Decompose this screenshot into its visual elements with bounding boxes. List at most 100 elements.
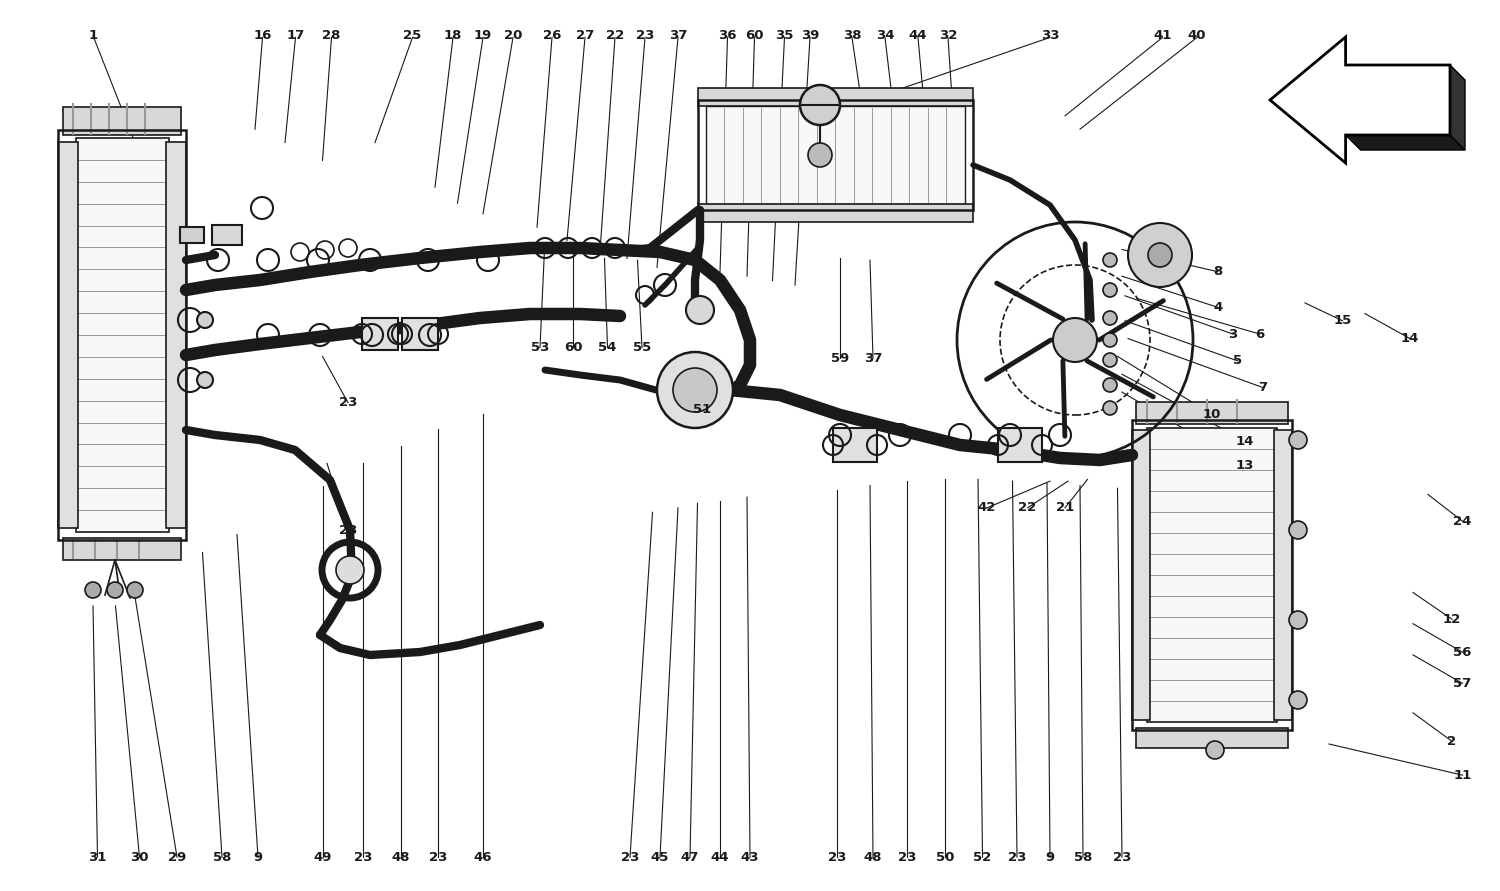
Polygon shape (1450, 65, 1466, 150)
Text: 9: 9 (254, 851, 262, 863)
Text: 27: 27 (576, 29, 594, 42)
Bar (180, 227, 204, 243)
Text: 34: 34 (876, 29, 894, 42)
Text: 10: 10 (1203, 408, 1221, 421)
Text: 30: 30 (130, 851, 148, 863)
Circle shape (686, 296, 714, 324)
Circle shape (106, 582, 123, 598)
Bar (698, 204, 974, 222)
Text: 23: 23 (429, 851, 447, 863)
Text: 28: 28 (322, 29, 340, 42)
Bar (1274, 430, 1292, 720)
Bar (1136, 402, 1288, 424)
Text: 26: 26 (543, 29, 561, 42)
Circle shape (1102, 401, 1118, 415)
Text: 23: 23 (898, 851, 916, 863)
Text: 14: 14 (1236, 435, 1254, 447)
Bar (698, 100, 974, 210)
Text: 17: 17 (286, 29, 304, 42)
Text: 19: 19 (474, 29, 492, 42)
Text: 39: 39 (801, 29, 819, 42)
Text: 23: 23 (1113, 851, 1131, 863)
Text: 60: 60 (746, 29, 764, 42)
Text: 44: 44 (909, 29, 927, 42)
Text: 25: 25 (404, 29, 422, 42)
Bar (63, 538, 182, 560)
Circle shape (808, 143, 832, 167)
Text: 55: 55 (633, 341, 651, 354)
Circle shape (1288, 691, 1306, 709)
Circle shape (336, 556, 364, 584)
Text: 23: 23 (621, 851, 639, 863)
Circle shape (1148, 243, 1172, 267)
Circle shape (1102, 283, 1118, 297)
Text: 3: 3 (1228, 328, 1238, 340)
Bar (698, 88, 974, 106)
Bar (166, 142, 186, 528)
Text: 8: 8 (1214, 266, 1222, 278)
Circle shape (1102, 353, 1118, 367)
Text: 33: 33 (1041, 29, 1059, 42)
Text: 20: 20 (504, 29, 522, 42)
Text: 53: 53 (531, 341, 549, 354)
Text: 47: 47 (681, 851, 699, 863)
Text: 41: 41 (1154, 29, 1172, 42)
Text: 38: 38 (843, 29, 861, 42)
Circle shape (1288, 431, 1306, 449)
Text: 51: 51 (693, 404, 711, 416)
Circle shape (1128, 223, 1192, 287)
Text: 23: 23 (636, 29, 654, 42)
Bar (58, 130, 186, 540)
Text: 40: 40 (1188, 29, 1206, 42)
Text: 44: 44 (711, 851, 729, 863)
Text: 18: 18 (444, 29, 462, 42)
Text: 7: 7 (1258, 381, 1268, 394)
Circle shape (196, 372, 213, 388)
Bar (998, 428, 1042, 462)
Polygon shape (1270, 37, 1450, 163)
Bar (63, 107, 182, 135)
Bar (362, 318, 398, 350)
Text: 42: 42 (978, 502, 996, 514)
Text: 46: 46 (474, 851, 492, 863)
Text: 22: 22 (606, 29, 624, 42)
Text: 2: 2 (1448, 735, 1456, 748)
Text: 58: 58 (1074, 851, 1092, 863)
Text: 15: 15 (1334, 315, 1352, 327)
Text: 6: 6 (1256, 328, 1264, 340)
Bar (211, 225, 242, 245)
Text: 23: 23 (339, 396, 357, 409)
Text: 35: 35 (776, 29, 794, 42)
Text: 23: 23 (1008, 851, 1026, 863)
Circle shape (196, 312, 213, 328)
Text: 59: 59 (831, 352, 849, 364)
Text: 22: 22 (1019, 502, 1036, 514)
Text: 1: 1 (88, 29, 98, 42)
Text: 50: 50 (936, 851, 954, 863)
Text: 36: 36 (718, 29, 736, 42)
Circle shape (1102, 333, 1118, 347)
Text: 54: 54 (598, 341, 616, 354)
Text: 60: 60 (564, 341, 582, 354)
Text: 4: 4 (1214, 301, 1222, 314)
Text: 16: 16 (254, 29, 272, 42)
Bar (833, 428, 878, 462)
Text: 48: 48 (392, 851, 410, 863)
Text: 21: 21 (1056, 502, 1074, 514)
Polygon shape (1346, 135, 1466, 150)
Text: 23: 23 (339, 524, 357, 536)
Text: 12: 12 (1443, 613, 1461, 625)
Text: 29: 29 (168, 851, 186, 863)
Text: 31: 31 (88, 851, 106, 863)
Bar (706, 106, 964, 204)
Text: 37: 37 (864, 352, 882, 364)
Bar (1148, 428, 1276, 722)
Text: 23: 23 (354, 851, 372, 863)
Text: 32: 32 (939, 29, 957, 42)
Bar (76, 138, 170, 532)
Circle shape (657, 352, 734, 428)
Text: 5: 5 (1233, 355, 1242, 367)
Circle shape (674, 368, 717, 412)
Text: 49: 49 (314, 851, 332, 863)
Circle shape (1102, 378, 1118, 392)
